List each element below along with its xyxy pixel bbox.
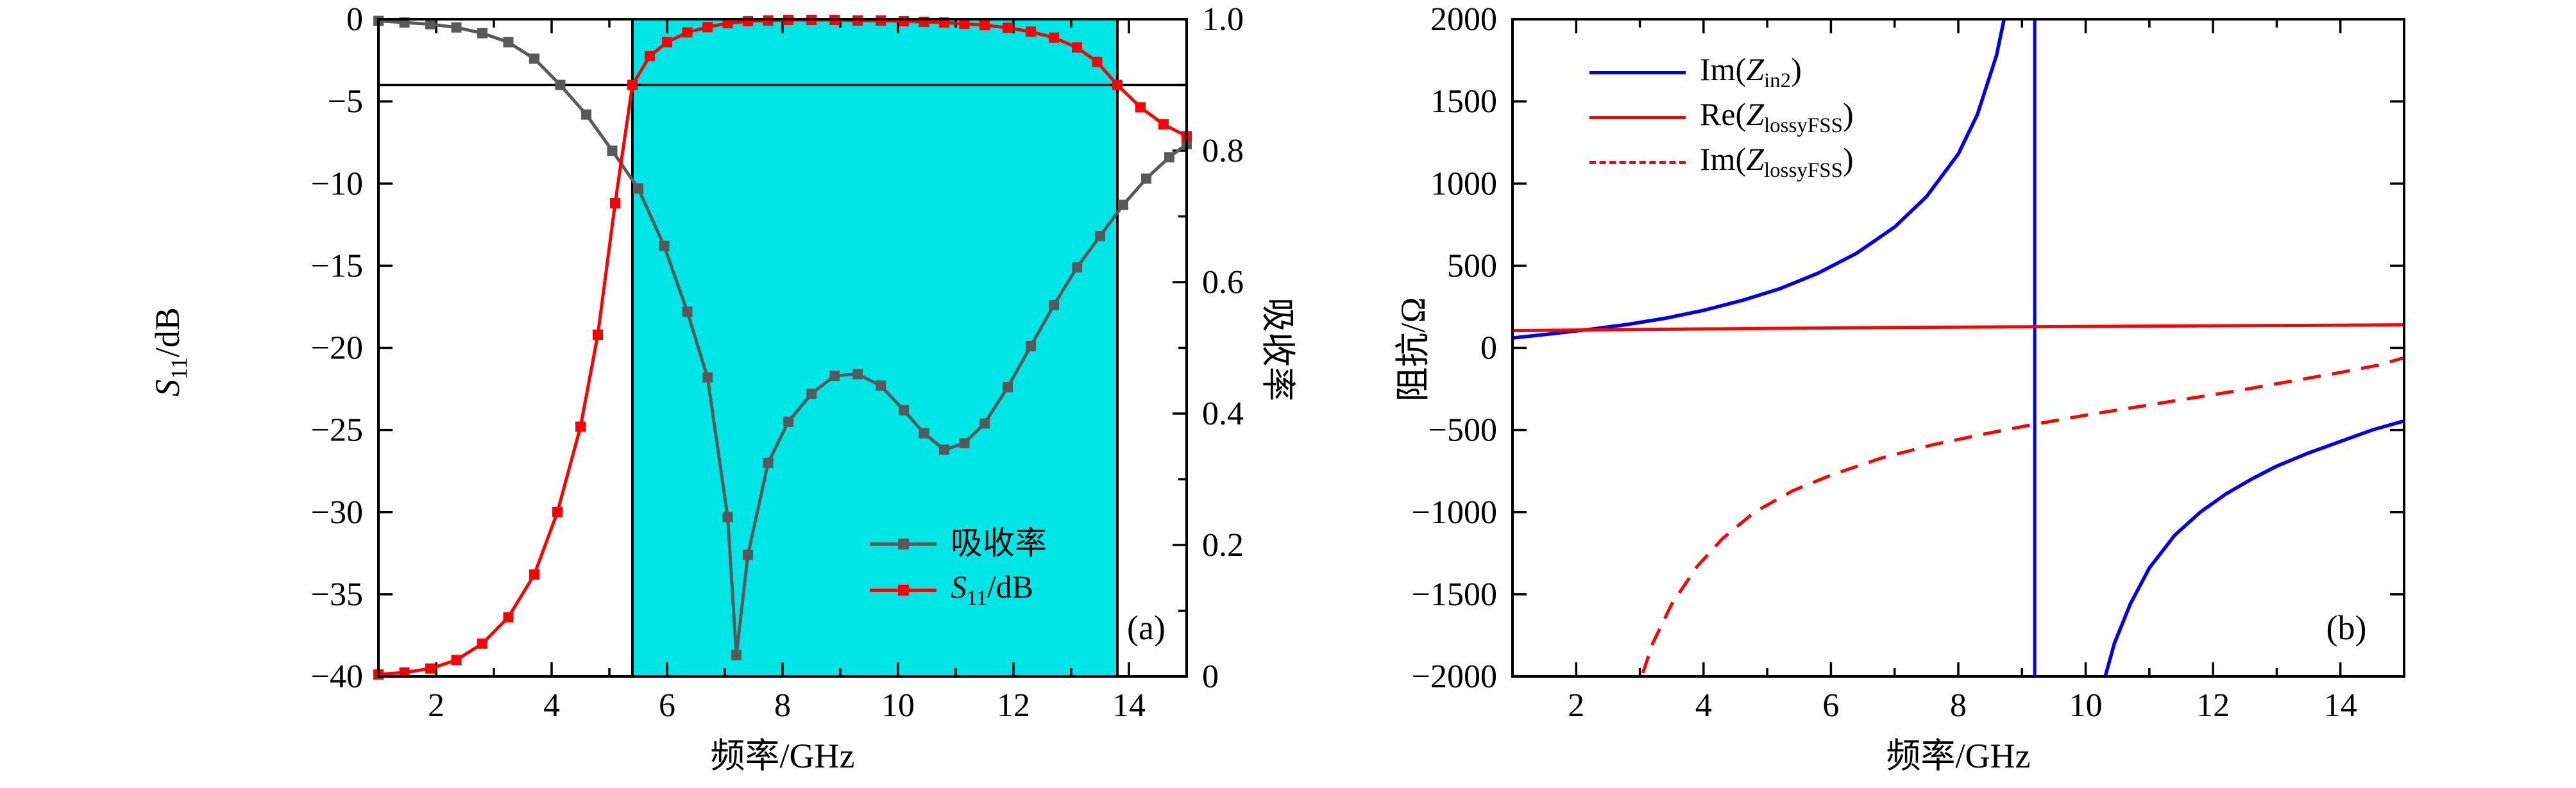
plot-frame [1511,18,2405,678]
legend-item-s11: S11/dB [870,567,1047,613]
legend-item-im-zin2: Im(Zin2) [1589,50,1854,95]
absorption-band [632,19,1117,676]
axis-title-frequency-a: 频率/GHz [710,737,855,775]
legend-line-icon [1589,71,1686,74]
chart-a-canvas: 2 4 6 8 10 12 14 0 −5 −10 −15 −20 −25 −30 −35 −40 1.0 0.8… [311,1,1244,724]
panel-label-a: (a) [1127,608,1165,647]
legend-label: Re(ZlossyFSS) [1700,96,1854,138]
legend-item-re-zlossyfss: Re(ZlossyFSS) [1589,95,1854,140]
panel-b: 2 4 6 8 10 12 14 2000 1500 1000 500 0 −500 −1000 −1500… [1288,0,2576,788]
svg-text:1.0: 1.0 [1202,1,1244,38]
series-S11_dB_curve [373,15,1192,660]
square-marker-icon [898,539,909,549]
svg-text:1500: 1500 [1430,83,1497,120]
series-area [1513,19,2404,676]
axis-title-frequency-b: 频率/GHz [1886,737,2031,775]
svg-text:−40: −40 [311,658,363,695]
svg-text:0: 0 [1480,330,1497,367]
svg-text:6: 6 [659,687,675,724]
svg-text:10: 10 [2069,687,2103,724]
svg-text:−10: −10 [311,165,363,202]
axis-title-impedance: 阻抗/Ω [1393,297,1432,402]
legend-a: 吸收率 S11/dB [870,521,1047,613]
svg-text:14: 14 [2324,687,2357,724]
svg-text:14: 14 [1112,687,1146,724]
svg-text:0.4: 0.4 [1202,396,1244,432]
s11-unit: /dB [148,307,187,358]
svg-text:−1500: −1500 [1412,576,1497,613]
legend-label: Im(Zin2) [1700,51,1802,93]
svg-text:8: 8 [774,687,791,724]
legend-label: S11/dB [951,569,1034,610]
svg-text:−30: −30 [311,494,363,531]
svg-text:−1000: −1000 [1412,494,1497,531]
legend-swatch [870,583,936,597]
svg-text:12: 12 [2196,687,2230,724]
legend-b: Im(Zin2) Re(ZlossyFSS) Im(ZlossyFSS) [1589,50,1854,185]
legend-line-icon [1589,115,1686,119]
svg-text:−35: −35 [311,576,363,613]
s11-subscript: 11 [165,357,192,380]
chart-b-canvas: 2 4 6 8 10 12 14 2000 1500 1000 500 0 −500 −1000 −1500… [1412,1,2405,724]
svg-text:8: 8 [1950,687,1967,724]
panel-label-b: (b) [2326,608,2367,647]
legend-item-absorptance: 吸收率 [870,521,1047,567]
s11-symbol: S [148,379,187,397]
svg-text:10: 10 [881,687,915,724]
svg-text:500: 500 [1447,247,1497,284]
axis-title-s11: S11/dB [148,224,192,480]
svg-text:−15: −15 [311,247,363,284]
legend-item-im-zlossyfss: Im(ZlossyFSS) [1589,140,1854,185]
plot-frame [377,18,1188,678]
svg-text:0.8: 0.8 [1202,133,1244,169]
panel-a: 2 4 6 8 10 12 14 0 −5 −10 −15 −20 −25 −30 −35 −40 1.0 0.8… [148,1,1297,775]
svg-text:6: 6 [1822,687,1839,724]
svg-text:4: 4 [1695,687,1712,724]
legend-label: Im(ZlossyFSS) [1700,141,1854,183]
svg-text:2: 2 [1568,687,1584,724]
legend-label: 吸收率 [951,525,1047,562]
series-Im(Zin2) [1513,19,2404,676]
svg-text:0.2: 0.2 [1202,527,1244,564]
square-marker-icon [898,585,909,596]
svg-text:−5: −5 [328,83,363,120]
svg-text:4: 4 [543,687,560,724]
svg-text:0: 0 [1202,658,1219,695]
svg-text:0: 0 [346,1,363,38]
legend-swatch [870,537,936,551]
svg-text:−500: −500 [1428,412,1497,449]
svg-text:2000: 2000 [1430,1,1497,38]
svg-text:−20: −20 [311,330,363,367]
series-Re(ZlossyFSS) [1513,323,2404,333]
svg-text:1000: 1000 [1430,165,1497,202]
svg-text:−25: −25 [311,412,363,449]
svg-text:12: 12 [997,687,1030,724]
svg-text:2: 2 [428,687,445,724]
legend-dashed-line-icon [1589,160,1686,164]
series-Im(ZlossyFSS) [1640,356,2404,676]
svg-text:−2000: −2000 [1412,658,1497,695]
svg-text:0.6: 0.6 [1202,264,1244,301]
